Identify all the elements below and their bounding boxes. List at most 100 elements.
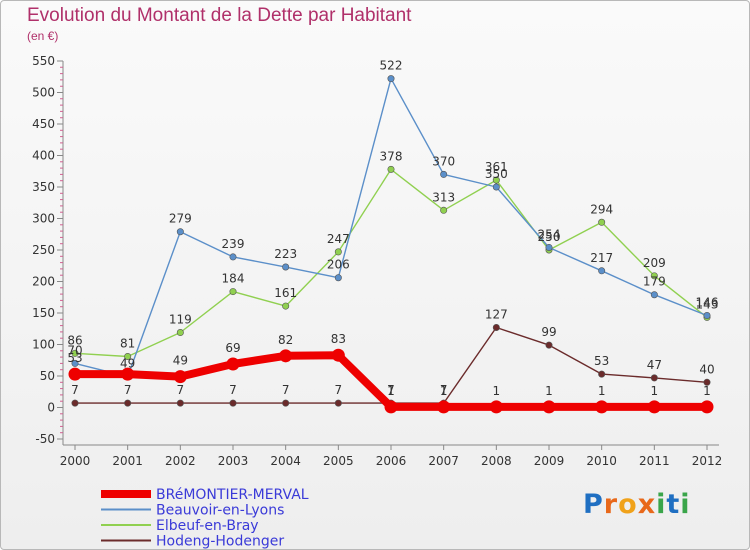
data-label: 86 xyxy=(67,333,82,347)
data-point xyxy=(282,263,290,271)
y-tick-label: 550 xyxy=(32,54,55,68)
data-label: 206 xyxy=(327,258,350,272)
data-point xyxy=(647,400,661,414)
data-label: 47 xyxy=(647,358,662,372)
data-label: 119 xyxy=(169,313,192,327)
data-label: 1 xyxy=(545,384,553,398)
data-point xyxy=(226,357,240,371)
data-label: 40 xyxy=(699,362,714,376)
y-tick-label: 250 xyxy=(32,243,55,257)
data-label: 313 xyxy=(432,190,455,204)
data-point xyxy=(384,400,398,414)
data-point xyxy=(598,370,606,378)
data-label: 7 xyxy=(229,383,237,397)
x-tick-label: 2010 xyxy=(586,454,617,468)
data-label: 7 xyxy=(177,383,185,397)
data-point xyxy=(279,349,293,363)
data-label: 361 xyxy=(485,160,508,174)
data-point xyxy=(387,165,395,173)
x-tick-label: 2005 xyxy=(323,454,354,468)
data-label: 7 xyxy=(387,383,395,397)
data-point xyxy=(387,75,395,83)
y-tick-label: 450 xyxy=(32,117,55,131)
legend-label: Beauvoir-en-Lyons xyxy=(156,503,284,519)
data-point xyxy=(492,183,500,191)
y-tick-label: 0 xyxy=(47,401,55,415)
logo-letter: o xyxy=(618,489,638,520)
x-tick-label: 2008 xyxy=(481,454,512,468)
data-point xyxy=(176,228,184,236)
data-label: 1 xyxy=(493,384,501,398)
data-label: 7 xyxy=(282,383,290,397)
data-label: 49 xyxy=(120,357,135,371)
data-label: 217 xyxy=(590,251,613,265)
data-label: 99 xyxy=(541,325,556,339)
legend-label: BRéMONTIER-MERVAL xyxy=(156,487,309,503)
y-unit-label: (en €) xyxy=(27,29,59,43)
x-tick-label: 2009 xyxy=(534,454,565,468)
data-point xyxy=(68,367,82,381)
data-label: 370 xyxy=(432,154,455,168)
data-point xyxy=(492,323,500,331)
data-point xyxy=(176,399,184,407)
data-point xyxy=(229,399,237,407)
data-label: 294 xyxy=(590,202,613,216)
data-label: 7 xyxy=(124,383,132,397)
data-point xyxy=(650,272,658,280)
x-tick-label: 2003 xyxy=(218,454,249,468)
y-tick-label: 200 xyxy=(32,275,55,289)
chart-title: Evolution du Montant de la Dette par Hab… xyxy=(27,5,412,26)
y-tick-label: 400 xyxy=(32,149,55,163)
data-label: 350 xyxy=(485,167,508,181)
data-label: 184 xyxy=(222,272,245,286)
data-point xyxy=(173,370,187,384)
data-point xyxy=(650,291,658,299)
data-point xyxy=(331,348,345,362)
data-label: 49 xyxy=(173,354,188,368)
y-tick-label: 50 xyxy=(40,369,55,383)
data-label: 146 xyxy=(696,296,719,310)
logo-letter: i xyxy=(656,489,667,520)
data-label: 1 xyxy=(598,384,606,398)
data-label: 209 xyxy=(643,256,666,270)
data-point xyxy=(71,399,79,407)
data-label: 53 xyxy=(67,351,82,365)
data-point xyxy=(282,399,290,407)
data-point xyxy=(229,253,237,261)
x-tick-label: 2011 xyxy=(639,454,670,468)
data-point xyxy=(598,267,606,275)
data-label: 7 xyxy=(71,383,79,397)
data-label: 161 xyxy=(274,286,297,300)
proxiti-logo: Proxiti xyxy=(583,489,691,520)
data-point xyxy=(71,359,79,367)
data-label: 279 xyxy=(169,212,192,226)
data-point xyxy=(492,176,500,184)
data-label: 143 xyxy=(696,297,719,311)
data-point xyxy=(598,218,606,226)
data-label: 83 xyxy=(331,332,346,346)
data-point xyxy=(124,352,132,360)
data-point xyxy=(282,302,290,310)
data-label: 127 xyxy=(485,307,508,321)
y-tick-label: 350 xyxy=(32,180,55,194)
data-point xyxy=(650,374,658,382)
legend-label: Hodeng-Hodenger xyxy=(156,534,284,550)
data-point xyxy=(71,349,79,357)
data-label: 250 xyxy=(538,230,561,244)
data-label: 239 xyxy=(222,237,245,251)
data-point xyxy=(703,378,711,386)
x-tick-label: 2012 xyxy=(692,454,723,468)
data-label: 378 xyxy=(380,149,403,163)
data-point xyxy=(334,248,342,256)
x-tick-label: 2001 xyxy=(112,454,143,468)
logo-letter: i xyxy=(680,489,691,520)
data-point xyxy=(124,399,132,407)
data-point xyxy=(489,400,503,414)
data-point xyxy=(703,312,711,320)
data-label: 1 xyxy=(703,384,711,398)
data-label: 53 xyxy=(594,354,609,368)
data-label: 179 xyxy=(643,275,666,289)
data-point xyxy=(545,341,553,349)
data-point xyxy=(595,400,609,414)
